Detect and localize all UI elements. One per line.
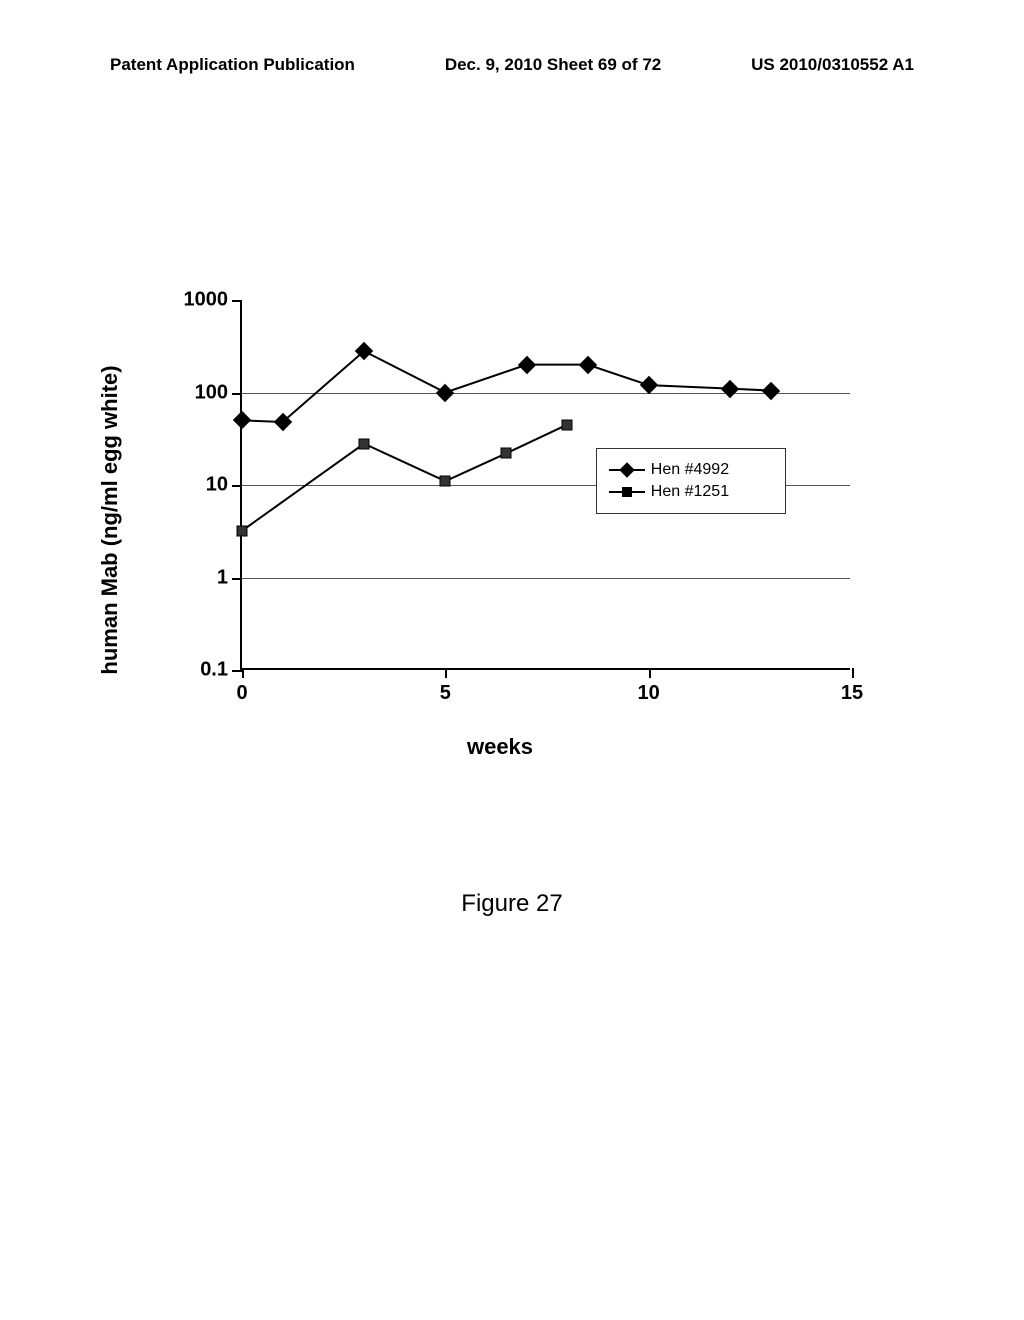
chart: human Mab (ng/ml egg white) 0.1110100100… (120, 290, 880, 750)
header-center: Dec. 9, 2010 Sheet 69 of 72 (445, 55, 661, 75)
legend-label: Hen #1251 (651, 483, 729, 501)
data-point (237, 525, 248, 536)
x-tick-label: 15 (841, 682, 863, 705)
plot-area: 0.11101001000051015Hen #4992Hen #1251 (240, 300, 850, 670)
data-point (440, 476, 451, 487)
x-axis-label: weeks (467, 734, 533, 760)
figure-caption: Figure 27 (461, 890, 562, 918)
y-axis-label: human Mab (ng/ml egg white) (97, 365, 123, 674)
y-tick-label: 10 (206, 474, 228, 497)
header-left: Patent Application Publication (110, 55, 355, 75)
y-tick-label: 1 (217, 566, 228, 589)
x-tick-label: 0 (236, 682, 247, 705)
legend-item: Hen #1251 (609, 483, 773, 501)
x-tick-label: 5 (440, 682, 451, 705)
y-tick-label: 1000 (184, 289, 229, 312)
legend-label: Hen #4992 (651, 461, 729, 479)
y-tick-label: 100 (195, 381, 228, 404)
legend-item: Hen #4992 (609, 461, 773, 479)
data-point (501, 448, 512, 459)
y-tick-label: 0.1 (200, 659, 228, 682)
data-point (562, 419, 573, 430)
data-point (359, 438, 370, 449)
x-tick-label: 10 (638, 682, 660, 705)
header-right: US 2010/0310552 A1 (751, 55, 914, 75)
legend: Hen #4992 Hen #1251 (596, 448, 786, 514)
